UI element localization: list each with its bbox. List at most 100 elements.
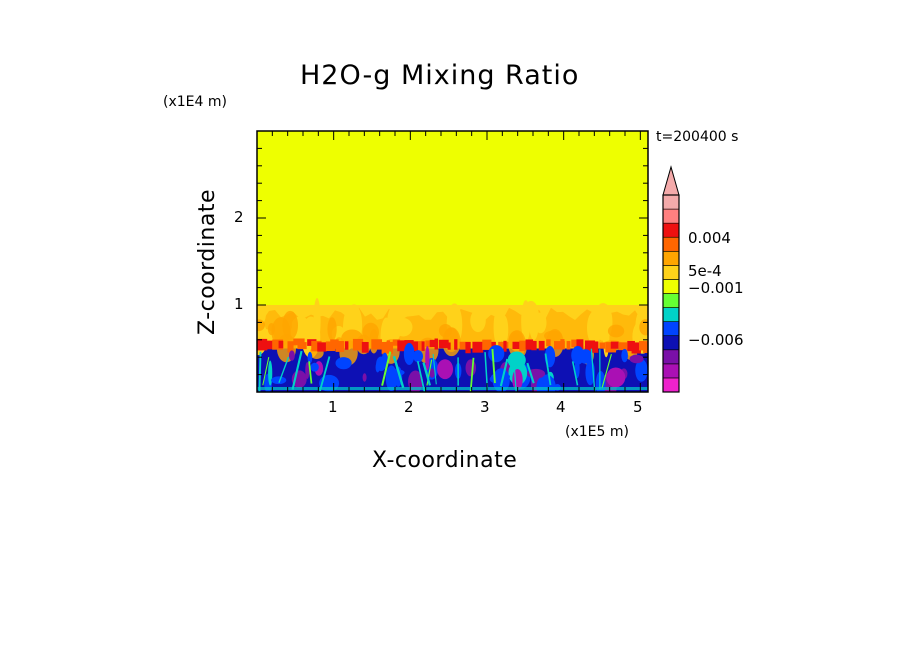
- heatmap-eddy: [271, 317, 291, 347]
- heatmap-red-strip: [272, 339, 284, 350]
- heatmap-filament: [291, 350, 303, 390]
- heatmap-red-strip: [454, 339, 458, 350]
- heatmap-filament: [469, 357, 475, 392]
- heatmap-eddy: [257, 319, 265, 332]
- heatmap-red-strip: [498, 341, 509, 349]
- colorbar-label: −0.001: [688, 279, 744, 297]
- heatmap-dry-eddy: [310, 362, 319, 372]
- heatmap-red-strip: [418, 341, 422, 352]
- heatmap-dry-eddy: [606, 367, 626, 388]
- heatmap-filament: [432, 353, 437, 385]
- heatmap-red-strip: [465, 342, 471, 354]
- colorbar-label: 5e-4: [688, 262, 722, 280]
- heatmap-red-strip: [525, 339, 534, 350]
- heatmap-dry-eddy: [488, 345, 505, 363]
- heatmap-eddy: [607, 324, 625, 338]
- heatmap-eddy: [327, 317, 337, 341]
- heatmap-red-strip: [344, 341, 349, 350]
- heatmap-dry-eddy: [621, 348, 628, 363]
- colorbar-segment: [662, 321, 680, 337]
- heatmap-dry-eddy: [491, 372, 511, 381]
- heatmap-red-strip: [361, 341, 369, 353]
- y-axis-label: Z-coordinate: [195, 189, 220, 335]
- heatmap-dry-eddy: [305, 362, 310, 379]
- plot-frame: [256, 130, 649, 393]
- heatmap-filament: [262, 357, 270, 386]
- heatmap-red-strip: [459, 341, 471, 350]
- heatmap-red-strip: [546, 339, 551, 347]
- y-tick-label: 2: [234, 208, 244, 226]
- colorbar-segment: [662, 293, 680, 308]
- heatmap-red-strip: [330, 339, 339, 349]
- heatmap-dry-eddy: [268, 360, 273, 386]
- heatmap-red-strip: [610, 341, 619, 349]
- heatmap-red-strip: [311, 340, 322, 352]
- heatmap-red-strip: [503, 340, 507, 352]
- colorbar-segment: [662, 222, 680, 238]
- heatmap-dry-eddy: [403, 342, 415, 365]
- heatmap-plume: [470, 309, 486, 333]
- heatmap-dry-eddy: [375, 362, 380, 373]
- heatmap-dry-eddy: [629, 354, 644, 364]
- colorbar-segment: [662, 377, 680, 393]
- heatmap-red-strip: [627, 340, 635, 352]
- heatmap-filament: [381, 351, 392, 386]
- heatmap-filament: [416, 361, 426, 392]
- heatmap-filament: [258, 351, 262, 392]
- heatmap-red-strip: [264, 340, 275, 350]
- heatmap-red-strip: [429, 339, 436, 348]
- heatmap-red-strip: [297, 342, 307, 350]
- heatmap-filament: [571, 361, 579, 386]
- heatmap-red-strip: [352, 338, 364, 351]
- heatmap-filament: [278, 356, 290, 383]
- x-axis-multiplier: (x1E5 m): [565, 424, 629, 440]
- chart-title: H2O-g Mixing Ratio: [300, 60, 580, 91]
- heatmap-dry-eddy: [437, 359, 454, 380]
- heatmap-filament: [319, 356, 331, 392]
- heatmap-dry-eddy: [288, 350, 295, 361]
- heatmap-filament: [308, 361, 313, 384]
- heatmap-dry-eddy: [536, 374, 556, 392]
- heatmap-filament: [499, 358, 509, 387]
- heatmap-filament: [526, 362, 535, 384]
- y-axis-multiplier: (x1E4 m): [163, 94, 227, 110]
- x-tick-label: 2: [404, 398, 414, 416]
- heatmap-filament: [422, 362, 431, 386]
- heatmap-red-strip: [599, 342, 606, 349]
- colorbar-segment: [662, 307, 680, 322]
- heatmap-dry-eddy: [635, 359, 648, 382]
- heatmap-filament: [484, 352, 489, 389]
- colorbar-frame: [662, 194, 680, 393]
- heatmap-dry-eddy: [271, 376, 287, 385]
- colorbar-segment: [662, 236, 680, 252]
- heatmap-red-strip: [631, 342, 641, 354]
- heatmap-dry-eddy: [307, 351, 313, 364]
- heatmap-filament: [590, 348, 596, 392]
- heatmap-red-strip: [512, 341, 524, 349]
- heatmap-red-strip: [335, 341, 345, 352]
- heatmap-dry-eddy: [507, 351, 526, 369]
- heatmap-filament: [544, 353, 552, 386]
- heatmap-red-strip: [386, 340, 391, 350]
- time-annotation: t=200400 s: [656, 129, 739, 145]
- heatmap-red-strip: [618, 342, 628, 351]
- colorbar-label: 0.004: [688, 229, 731, 247]
- heatmap-red-strip: [438, 339, 449, 349]
- colorbar-segment: [662, 363, 680, 379]
- x-tick-label: 4: [556, 398, 566, 416]
- heatmap-field: [257, 131, 648, 392]
- heatmap-dry-eddy: [413, 350, 424, 363]
- heatmap-red-strip: [643, 341, 648, 353]
- heatmap-filament: [601, 353, 612, 389]
- heatmap-red-strip: [553, 341, 565, 350]
- heatmap-surface-line: [257, 387, 648, 390]
- heatmap-dry-eddy: [571, 346, 585, 365]
- heatmap-dry-eddy: [429, 368, 435, 378]
- heatmap-plume: [493, 308, 503, 346]
- heatmap-red-strip: [638, 341, 644, 351]
- colorbar-label: −0.006: [688, 331, 744, 349]
- heatmap-red-strip: [576, 339, 584, 349]
- x-tick-label: 1: [328, 398, 338, 416]
- colorbar-segment: [662, 208, 680, 224]
